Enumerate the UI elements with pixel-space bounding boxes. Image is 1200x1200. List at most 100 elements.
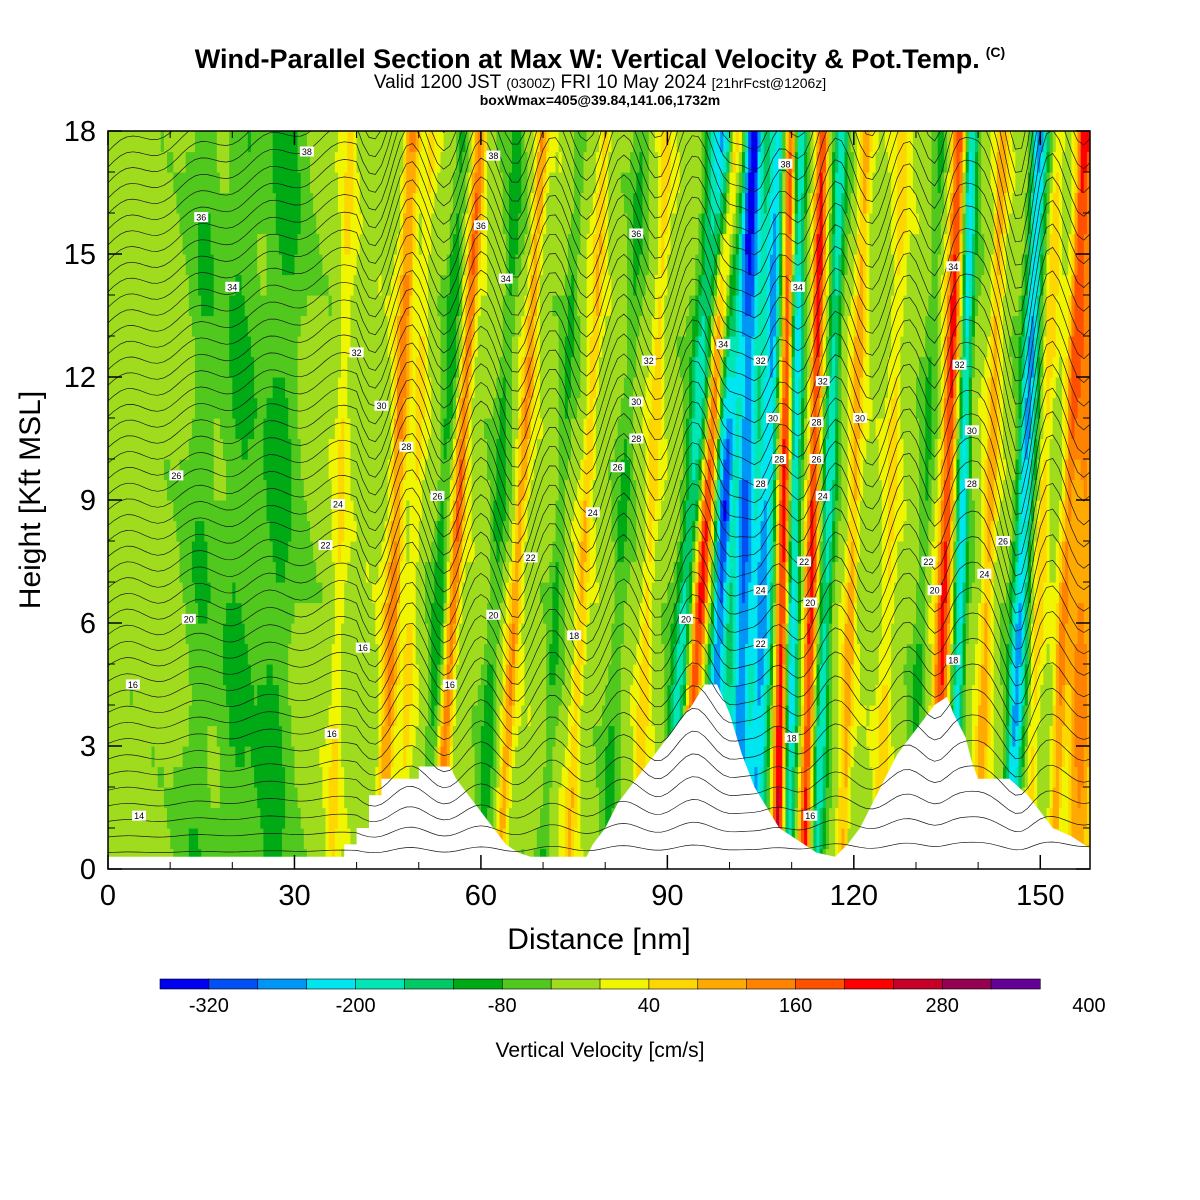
- velocity-cell: [114, 295, 118, 317]
- velocity-cell: [316, 397, 320, 419]
- velocity-cell: [204, 172, 208, 194]
- velocity-cell: [275, 131, 280, 153]
- velocity-cell: [477, 664, 482, 686]
- velocity-cell: [484, 561, 488, 583]
- velocity-cell: [145, 315, 149, 337]
- velocity-cell: [334, 746, 339, 768]
- velocity-cell: [278, 684, 283, 706]
- velocity-cell: [328, 377, 333, 399]
- velocity-cell: [409, 254, 414, 276]
- velocity-cell: [129, 725, 134, 747]
- velocity-cell: [260, 828, 264, 850]
- velocity-cell: [515, 500, 519, 522]
- velocity-cell: [375, 602, 379, 624]
- velocity-cell: [319, 336, 323, 358]
- velocity-cell: [167, 705, 171, 727]
- velocity-cell: [250, 541, 255, 563]
- velocity-cell: [148, 438, 153, 460]
- velocity-cell: [409, 377, 414, 399]
- velocity-cell: [213, 151, 218, 173]
- velocity-cell: [527, 582, 532, 604]
- velocity-cell: [170, 274, 174, 296]
- velocity-cell: [502, 500, 507, 522]
- velocity-cell: [375, 172, 379, 194]
- velocity-cell: [232, 541, 236, 563]
- velocity-cell: [219, 192, 224, 214]
- velocity-cell: [188, 418, 193, 440]
- velocity-cell: [241, 520, 246, 542]
- velocity-cell: [477, 254, 482, 276]
- velocity-cell: [378, 418, 383, 440]
- velocity-cell: [378, 520, 383, 542]
- velocity-cell: [477, 561, 482, 583]
- velocity-cell: [390, 643, 395, 665]
- velocity-cell: [319, 315, 323, 337]
- velocity-cell: [129, 807, 134, 829]
- velocity-cell: [201, 500, 205, 522]
- velocity-cell: [359, 787, 364, 809]
- velocity-cell: [114, 315, 118, 337]
- velocity-cell: [400, 500, 404, 522]
- velocity-cell: [185, 684, 190, 706]
- velocity-cell: [191, 438, 196, 460]
- velocity-cell: [126, 725, 131, 747]
- velocity-cell: [111, 172, 115, 194]
- velocity-cell: [446, 541, 451, 563]
- velocity-cell: [123, 787, 128, 809]
- velocity-cell: [477, 233, 482, 255]
- velocity-cell: [434, 746, 438, 768]
- velocity-cell: [223, 315, 227, 337]
- velocity-cell: [226, 192, 230, 214]
- velocity-cell: [344, 766, 348, 788]
- velocity-cell: [359, 705, 364, 727]
- velocity-cell: [418, 520, 423, 542]
- velocity-cell: [390, 561, 395, 583]
- velocity-cell: [306, 274, 311, 296]
- velocity-cell: [154, 664, 159, 686]
- velocity-cell: [484, 459, 488, 481]
- velocity-cell: [533, 192, 538, 214]
- velocity-cell: [338, 233, 342, 255]
- velocity-cell: [306, 500, 311, 522]
- velocity-cell: [114, 213, 118, 235]
- velocity-cell: [114, 828, 118, 850]
- velocity-cell: [487, 397, 491, 419]
- velocity-cell: [123, 418, 128, 440]
- velocity-cell: [129, 787, 134, 809]
- velocity-cell: [114, 705, 118, 727]
- velocity-cell: [163, 131, 168, 153]
- velocity-cell: [415, 274, 420, 296]
- velocity-cell: [369, 254, 373, 276]
- velocity-cell: [294, 664, 299, 686]
- velocity-cell: [126, 151, 131, 173]
- velocity-cell: [297, 438, 302, 460]
- velocity-cell: [331, 664, 336, 686]
- velocity-cell: [285, 356, 289, 378]
- velocity-cell: [359, 233, 364, 255]
- velocity-cell: [204, 787, 208, 809]
- velocity-cell: [484, 664, 488, 686]
- velocity-cell: [397, 295, 401, 317]
- velocity-cell: [446, 479, 451, 501]
- velocity-cell: [170, 172, 174, 194]
- velocity-cell: [117, 274, 121, 296]
- velocity-cell: [356, 725, 361, 747]
- velocity-cell: [111, 582, 115, 604]
- velocity-cell: [201, 664, 205, 686]
- velocity-cell: [421, 664, 426, 686]
- velocity-cell: [136, 377, 140, 399]
- velocity-cell: [219, 643, 224, 665]
- velocity-cell: [114, 623, 118, 645]
- velocity-cell: [250, 213, 255, 235]
- velocity-cell: [530, 643, 535, 665]
- velocity-cell: [365, 315, 370, 337]
- velocity-cell: [282, 705, 286, 727]
- velocity-cell: [375, 254, 379, 276]
- velocity-cell: [306, 602, 311, 624]
- velocity-cell: [502, 397, 507, 419]
- velocity-cell: [278, 766, 283, 788]
- velocity-cell: [365, 602, 370, 624]
- velocity-cell: [108, 684, 112, 706]
- velocity-cell: [524, 520, 529, 542]
- velocity-cell: [378, 623, 383, 645]
